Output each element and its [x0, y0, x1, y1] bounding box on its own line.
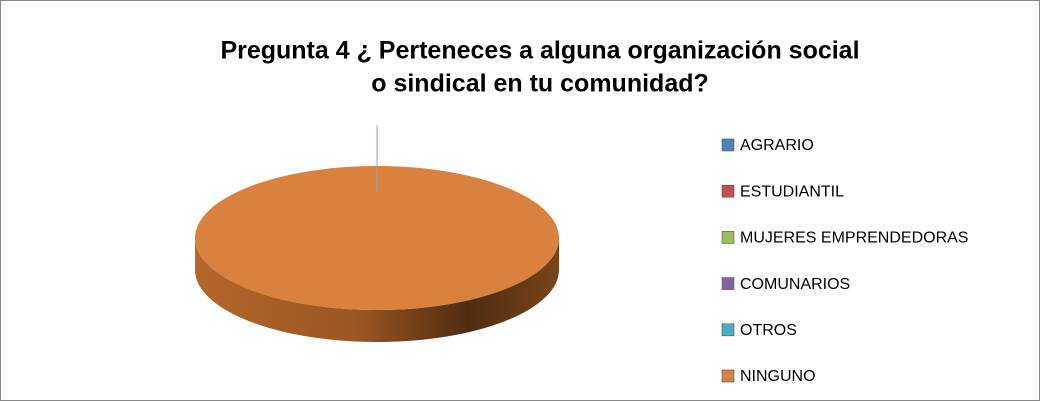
legend-label: ESTUDIANTIL [740, 183, 844, 200]
legend-swatch [721, 184, 735, 198]
legend-label: NINGUNO [740, 368, 816, 385]
legend-swatch [721, 277, 735, 290]
legend-label: AGRARIO [740, 137, 814, 154]
legend-label: OTROS [740, 322, 797, 339]
legend-swatch [721, 231, 735, 244]
legend-swatch [721, 369, 735, 383]
pie-side [195, 238, 559, 342]
chart-title: Pregunta 4 ¿ Perteneces a alguna organiz… [220, 37, 859, 65]
legend-swatch [721, 323, 735, 337]
legend-label: COMUNARIOS [740, 276, 850, 293]
pie-slice [195, 166, 559, 310]
legend-swatch [721, 138, 735, 152]
legend-label: MUJERES EMPRENDEDORAS [740, 230, 968, 247]
chart-title: o sindical en tu comunidad? [371, 70, 709, 98]
